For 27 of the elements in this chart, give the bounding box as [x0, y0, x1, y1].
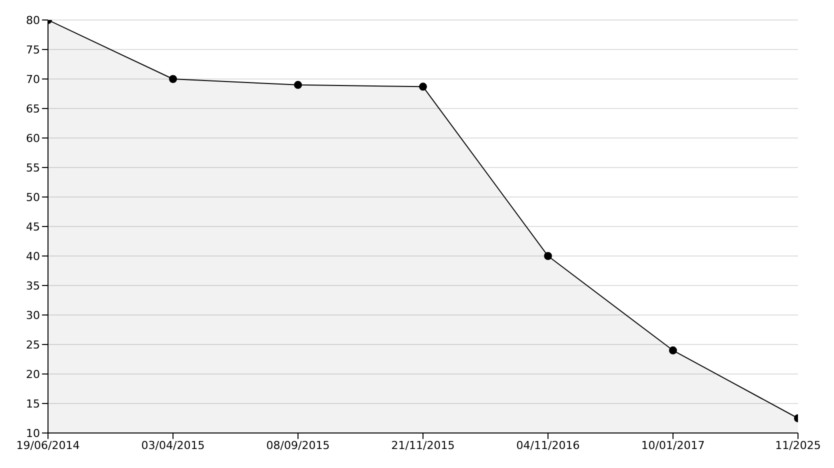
y-tick-label: 20 — [26, 368, 40, 381]
y-tick-label: 60 — [26, 132, 40, 145]
x-tick-label: 11/2025 — [775, 438, 821, 452]
x-tick-label: 03/04/2015 — [141, 438, 205, 452]
x-tick-label: 04/11/2016 — [516, 438, 580, 452]
y-tick-label: 30 — [26, 308, 40, 322]
y-tick-label: 75 — [26, 43, 40, 56]
y-tick-label: 15 — [26, 397, 40, 410]
x-tick-label: 21/11/2015 — [391, 438, 455, 452]
x-tick-label: 08/09/2015 — [266, 438, 330, 452]
y-tick-label: 50 — [26, 190, 40, 204]
x-tick-label: 19/06/2014 — [16, 438, 80, 452]
y-tick-label: 65 — [26, 102, 40, 116]
y-tick-label: 55 — [26, 161, 40, 174]
y-tick-label: 70 — [26, 72, 40, 86]
point — [169, 75, 177, 83]
y-tick-label: 80 — [26, 14, 40, 27]
y-tick-label: 45 — [26, 220, 40, 234]
x-tick-label: 10/01/2017 — [641, 438, 705, 452]
point — [294, 80, 302, 89]
point — [544, 252, 552, 260]
y-tick-label: 10 — [26, 426, 40, 440]
y-tick-label: 40 — [26, 250, 40, 263]
y-tick-label: 25 — [26, 338, 40, 352]
point — [669, 346, 677, 354]
point — [419, 82, 427, 91]
y-tick-label: 35 — [26, 279, 40, 292]
